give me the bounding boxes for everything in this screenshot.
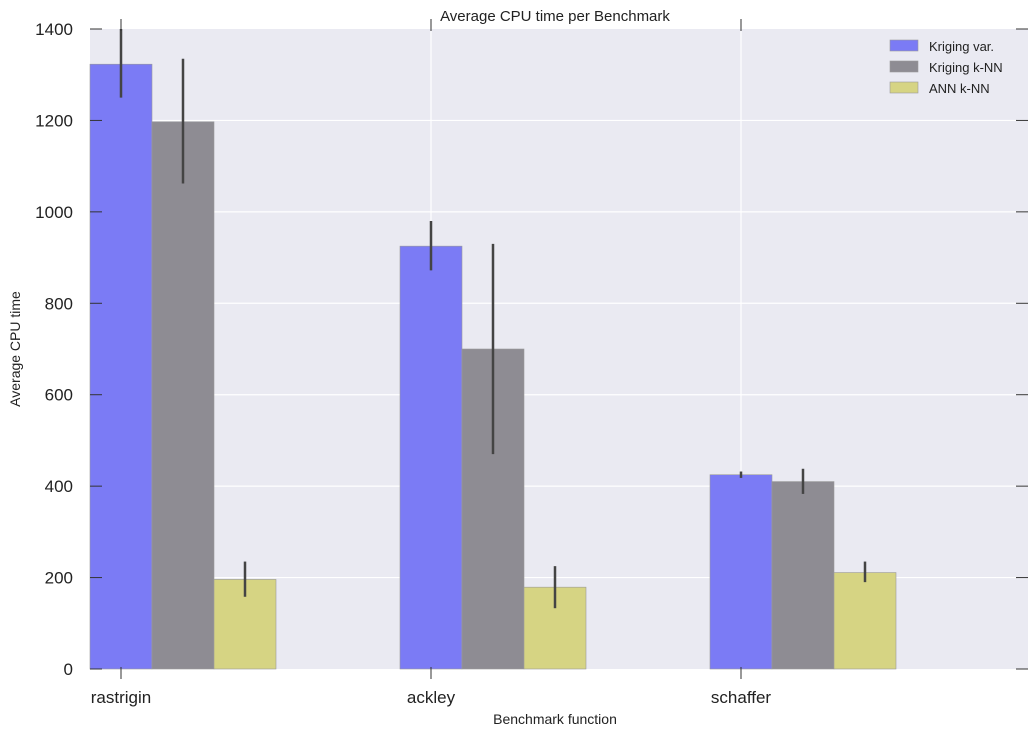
legend-swatch (889, 81, 919, 94)
y-tick-label: 200 (45, 569, 73, 588)
legend-label: ANN k-NN (929, 81, 990, 96)
x-tick-label: ackley (407, 688, 456, 707)
chart-title: Average CPU time per Benchmark (440, 8, 670, 25)
y-tick-label: 1000 (35, 203, 73, 222)
legend-swatch (889, 60, 919, 73)
legend-label: Kriging var. (929, 39, 994, 54)
bar (151, 121, 215, 670)
y-tick-label: 800 (45, 294, 73, 313)
x-axis-label: Benchmark function (493, 711, 617, 727)
plot-area (90, 29, 1028, 669)
y-tick-label: 600 (45, 386, 73, 405)
y-tick-label: 1400 (35, 20, 73, 39)
legend-swatch (889, 39, 919, 52)
axis-ticks: 0 200 400 600 800 1000 1200 1400 rastrigin ackley… (35, 19, 1028, 707)
x-tick-label: rastrigin (91, 688, 151, 707)
y-tick-label: 1200 (35, 111, 73, 130)
bars (89, 29, 897, 670)
bar (709, 474, 773, 670)
y-axis-label: Average CPU time (7, 291, 23, 407)
y-tick-label: 0 (64, 660, 73, 679)
y-tick-label: 400 (45, 477, 73, 496)
bar (833, 572, 897, 670)
legend: Kriging var. Kriging k-NN ANN k-NN (889, 39, 1003, 96)
x-tick-label: schaffer (711, 688, 772, 707)
bar (89, 63, 153, 670)
bar (771, 481, 835, 670)
bar (399, 245, 463, 670)
legend-label: Kriging k-NN (929, 60, 1003, 75)
